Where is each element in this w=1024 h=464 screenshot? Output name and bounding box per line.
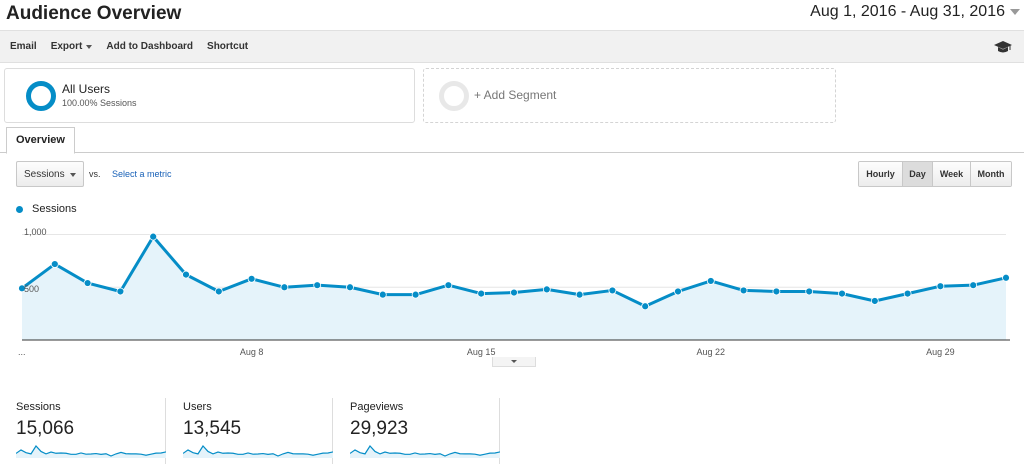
sparkline-area — [183, 446, 333, 458]
header: Audience Overview Aug 1, 2016 - Aug 31, … — [0, 0, 1024, 30]
sparkline — [16, 445, 166, 458]
sessions-point — [739, 286, 748, 295]
chevron-down-icon — [1010, 9, 1020, 15]
scorecard-label: Users — [183, 401, 212, 413]
sessions-point — [674, 287, 682, 296]
sessions-point — [214, 287, 223, 296]
y-tick-label: 1,000 — [24, 227, 47, 237]
chart-legend: Sessions — [16, 203, 77, 215]
sessions-point — [18, 284, 26, 293]
tab-bar: Overview — [0, 127, 1024, 154]
sessions-point — [182, 270, 190, 279]
sessions-point — [870, 297, 879, 305]
segment-all-users[interactable]: All Users 100.00% Sessions — [4, 68, 415, 123]
sessions-point — [116, 287, 125, 296]
sessions-point — [510, 288, 518, 297]
add-segment-button[interactable]: + Add Segment — [423, 68, 836, 123]
x-tick-label: Aug 22 — [697, 347, 726, 357]
sparkline — [350, 445, 500, 458]
export-label: Export — [50, 41, 83, 52]
sessions-point — [50, 260, 59, 268]
hourly-button[interactable]: Hourly — [859, 162, 902, 186]
sparkline — [183, 445, 333, 458]
sessions-point — [83, 279, 92, 287]
sessions-point — [608, 286, 617, 295]
sessions-point — [346, 283, 354, 292]
metric-select[interactable]: Sessions — [16, 161, 84, 187]
add-to-dashboard-button[interactable]: Add to Dashboard — [106, 41, 194, 52]
vs-label: vs. — [89, 169, 101, 179]
scorecard-value: 13,545 — [183, 418, 242, 439]
scorecard-value: 29,923 — [350, 418, 409, 439]
email-button[interactable]: Email — [10, 41, 37, 52]
sessions-point — [575, 290, 584, 299]
legend-dot-icon — [16, 205, 23, 213]
scorecard-value: 15,066 — [16, 418, 75, 439]
x-tick-label: Aug 15 — [467, 347, 496, 357]
scorecard-sessions: Sessions 15,066 — [0, 398, 166, 464]
sessions-point — [969, 281, 978, 290]
scorecard-pageviews: Pageviews 29,923 — [334, 398, 500, 464]
day-button[interactable]: Day — [902, 162, 932, 186]
sessions-point — [542, 285, 551, 294]
segment-title: All Users — [62, 82, 111, 96]
sessions-point — [247, 274, 256, 283]
x-tick-label: ... — [18, 347, 26, 357]
scorecards: Sessions 15,066 Users 13,545 Pageviews 2… — [0, 398, 1024, 464]
segment-ring-icon — [439, 81, 469, 111]
sessions-point — [378, 290, 387, 299]
graduation-cap-icon[interactable] — [994, 40, 1012, 54]
date-range-label: Aug 1, 2016 - Aug 31, 2016 — [810, 3, 1005, 20]
sessions-point — [149, 232, 158, 241]
page-title: Audience Overview — [6, 3, 182, 24]
scorecard-label: Sessions — [16, 401, 61, 413]
segment-ring-icon — [26, 81, 56, 111]
toolbar: Email Export Add to Dashboard Shortcut — [0, 30, 1024, 63]
select-metric-link[interactable]: Select a metric — [112, 169, 172, 179]
shortcut-button[interactable]: Shortcut — [207, 41, 249, 52]
sessions-point — [444, 281, 453, 290]
sessions-point — [641, 302, 650, 311]
granularity-toggle: Hourly Day Week Month — [858, 161, 1012, 187]
sparkline-line — [16, 445, 166, 457]
add-segment-label: + Add Segment — [474, 88, 557, 102]
sessions-point — [477, 289, 486, 298]
chevron-down-icon — [86, 44, 93, 49]
sessions-point — [936, 282, 945, 291]
scorecard-label: Pageviews — [350, 401, 404, 413]
sessions-point — [903, 289, 912, 298]
week-button[interactable]: Week — [932, 162, 970, 186]
date-range-picker[interactable]: Aug 1, 2016 - Aug 31, 2016 — [810, 0, 1024, 24]
export-button[interactable]: Export — [51, 41, 93, 52]
x-tick-label: Aug 29 — [926, 347, 955, 357]
segment-subtitle: 100.00% Sessions — [62, 98, 137, 108]
sessions-point — [1002, 273, 1010, 282]
chevron-down-icon — [511, 360, 517, 363]
sessions-area — [22, 236, 1006, 340]
sessions-point — [313, 281, 322, 290]
sessions-point — [706, 277, 715, 285]
scorecard-users: Users 13,545 — [167, 398, 333, 464]
x-tick-label: Aug 8 — [240, 347, 264, 357]
sparkline-line — [350, 445, 500, 457]
metric-select-label: Sessions — [24, 168, 65, 180]
sessions-point — [280, 283, 289, 292]
tab-overview[interactable]: Overview — [6, 127, 75, 154]
sparkline-line — [183, 445, 333, 457]
sessions-point — [805, 287, 814, 296]
month-button[interactable]: Month — [970, 162, 1011, 186]
collapse-chart-button[interactable] — [492, 357, 536, 367]
y-tick-label: 500 — [24, 284, 39, 294]
sessions-point — [411, 290, 420, 299]
sparkline-area — [350, 446, 500, 458]
sparkline-area — [16, 446, 166, 458]
legend-label: Sessions — [32, 203, 77, 215]
sessions-chart: 1,000 500... Aug 8 Aug 15 Aug 22 Aug 29 — [18, 227, 1010, 357]
chevron-down-icon — [70, 173, 76, 177]
sessions-point — [838, 289, 846, 298]
sessions-point — [772, 287, 781, 296]
